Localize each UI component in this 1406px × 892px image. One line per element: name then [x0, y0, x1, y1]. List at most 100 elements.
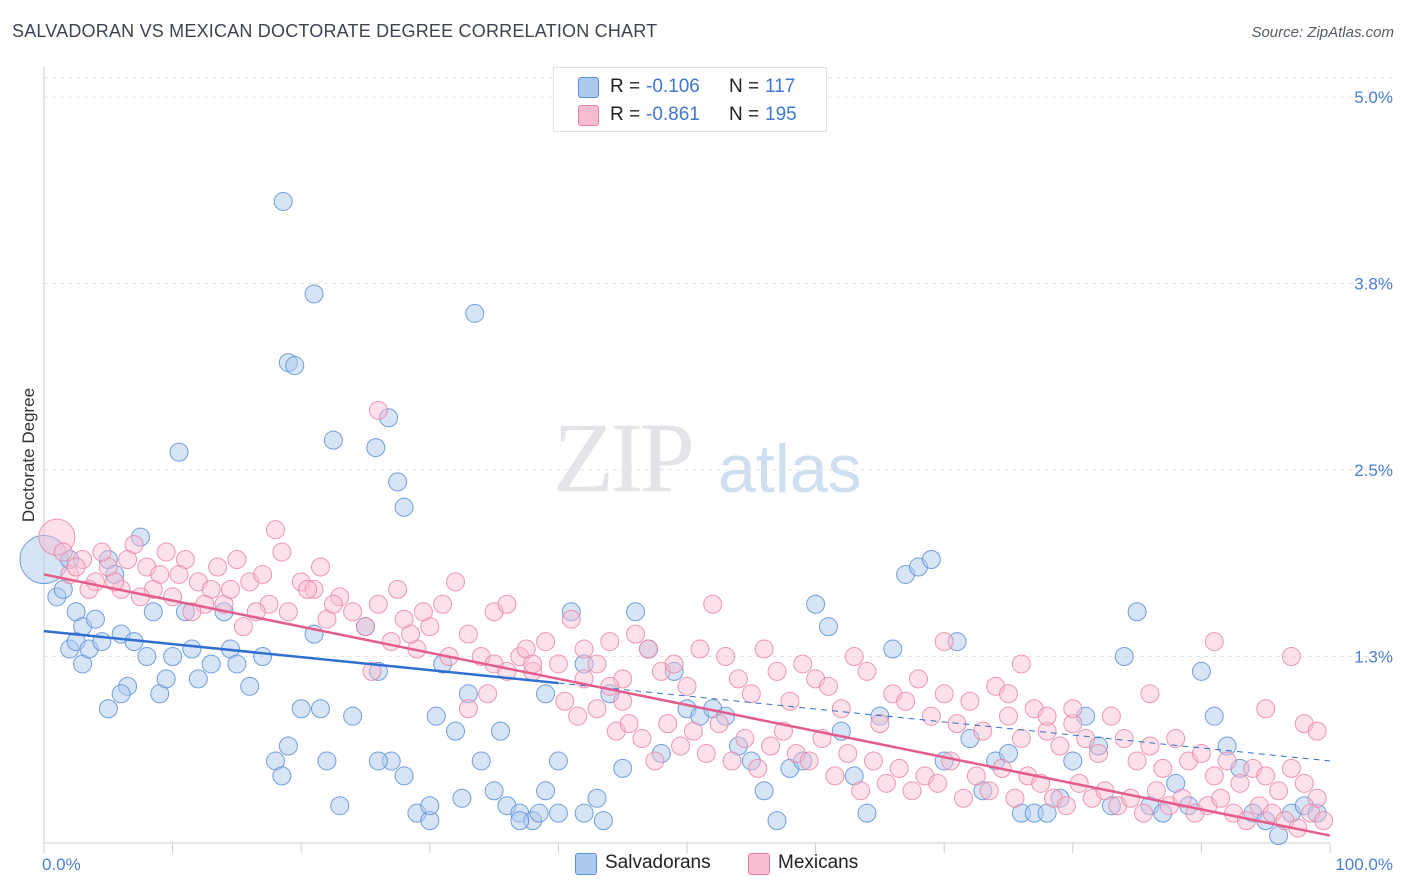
- legend-n-label: N =: [729, 104, 760, 125]
- salvadoran-point: [1114, 647, 1134, 666]
- mexican-point: [1269, 781, 1289, 801]
- bottom-legend-label: Salvadorans: [605, 852, 711, 873]
- mexican-point: [671, 736, 691, 756]
- mexican-point: [896, 691, 916, 711]
- legend-r-label: R =: [610, 76, 641, 97]
- y-tick-label: 3.8%: [1354, 275, 1393, 294]
- salvadoran-point: [1063, 751, 1083, 771]
- mexican-point: [979, 781, 999, 801]
- mexican-point: [304, 579, 324, 599]
- mexican-point: [600, 676, 620, 696]
- mexican-point: [1191, 743, 1211, 763]
- y-axis-label: Doctorate Degree: [19, 388, 38, 522]
- mexican-point: [1166, 729, 1186, 749]
- salvadoran-point: [818, 617, 838, 637]
- mexican-point: [902, 781, 922, 801]
- mexican-point: [1114, 729, 1134, 749]
- salvadoran-point: [536, 781, 556, 801]
- salvadoran-point: [366, 438, 386, 458]
- mexican-point: [1011, 729, 1031, 749]
- mexican-point: [169, 564, 189, 584]
- salvadoran-point: [548, 803, 568, 823]
- salvadoran-point: [767, 811, 787, 831]
- salvadoran-point: [182, 639, 202, 659]
- mexican-point: [1256, 699, 1276, 719]
- mexican-point: [716, 647, 736, 666]
- bottom-swatch-salvadorans: [575, 853, 597, 875]
- mexican-point: [1211, 788, 1231, 808]
- mexican-point: [1037, 721, 1057, 741]
- mexican-point: [574, 639, 594, 659]
- mexican-point: [953, 788, 973, 808]
- mexican-point: [536, 632, 556, 652]
- mexican-point: [889, 758, 909, 778]
- salvadoran-point: [394, 497, 414, 517]
- salvadoran-point: [227, 654, 247, 674]
- mexican-point: [934, 632, 954, 652]
- salvadoran-point: [137, 647, 157, 666]
- salvadoran-point: [536, 684, 556, 704]
- mexican-point: [548, 654, 568, 674]
- mexican-point: [1127, 751, 1147, 771]
- mexican-point: [38, 518, 76, 556]
- salvadoran-point: [85, 609, 105, 629]
- bottom-swatch-mexicans: [748, 853, 770, 875]
- bottom-legend-label: Mexicans: [778, 852, 859, 873]
- mexican-point: [626, 624, 646, 644]
- salvadoran-point: [754, 781, 774, 801]
- axes: [43, 66, 1331, 853]
- mexican-point: [870, 714, 890, 734]
- salvadoran-point: [1307, 803, 1327, 823]
- x-tick-label: 0.0%: [42, 855, 81, 874]
- salvadoran-point: [510, 811, 530, 831]
- mexican-point: [227, 550, 247, 570]
- mexican-point: [1204, 766, 1224, 786]
- mexican-point: [330, 587, 350, 607]
- mexican-point: [831, 699, 851, 719]
- grid-lines: [44, 77, 1392, 657]
- mexican-point: [722, 751, 742, 771]
- mexican-point: [1153, 758, 1173, 778]
- salvadoran-point: [111, 684, 131, 704]
- mexican-point: [857, 661, 877, 681]
- mexican-point: [478, 684, 498, 704]
- salvadoran-point: [651, 743, 671, 763]
- legend-n-label: N =: [729, 76, 760, 97]
- y-tick-label: 5.0%: [1354, 88, 1393, 107]
- mexican-point: [118, 550, 138, 570]
- salvadoran-point: [388, 472, 408, 492]
- mexican-point: [677, 676, 697, 696]
- mexican-point: [735, 729, 755, 749]
- salvadoran-point: [1191, 661, 1211, 681]
- mexican-point: [1256, 766, 1276, 786]
- mexican-point: [555, 691, 575, 711]
- salvadoran-point: [272, 766, 292, 786]
- mexican-point: [696, 743, 716, 763]
- mexican-point: [613, 691, 633, 711]
- mexican-point: [1307, 721, 1327, 741]
- mexican-point: [53, 542, 73, 562]
- mexican-point: [92, 542, 112, 562]
- mexican-point: [645, 751, 665, 771]
- legend-n-value: 195: [765, 104, 797, 125]
- mexican-point: [664, 654, 684, 674]
- mexican-point: [754, 639, 774, 659]
- mexican-point: [780, 691, 800, 711]
- mexican-point: [638, 639, 658, 659]
- salvadoran-points: [19, 191, 1327, 846]
- trend-lines: [43, 573, 1331, 837]
- mexican-point: [921, 706, 941, 726]
- legend-swatch-mexicans: [578, 105, 599, 126]
- salvadoran-point: [291, 699, 311, 719]
- mexican-point: [851, 781, 871, 801]
- mexican-point: [1050, 736, 1070, 756]
- mexican-point: [220, 579, 240, 599]
- salvadoran-point: [278, 736, 298, 756]
- salvadoran-point: [561, 602, 581, 622]
- mexican-point: [356, 617, 375, 637]
- mexican-point: [825, 766, 845, 786]
- mexican-point: [130, 587, 150, 607]
- salvadoran-point: [484, 781, 504, 801]
- mexican-point: [619, 714, 639, 734]
